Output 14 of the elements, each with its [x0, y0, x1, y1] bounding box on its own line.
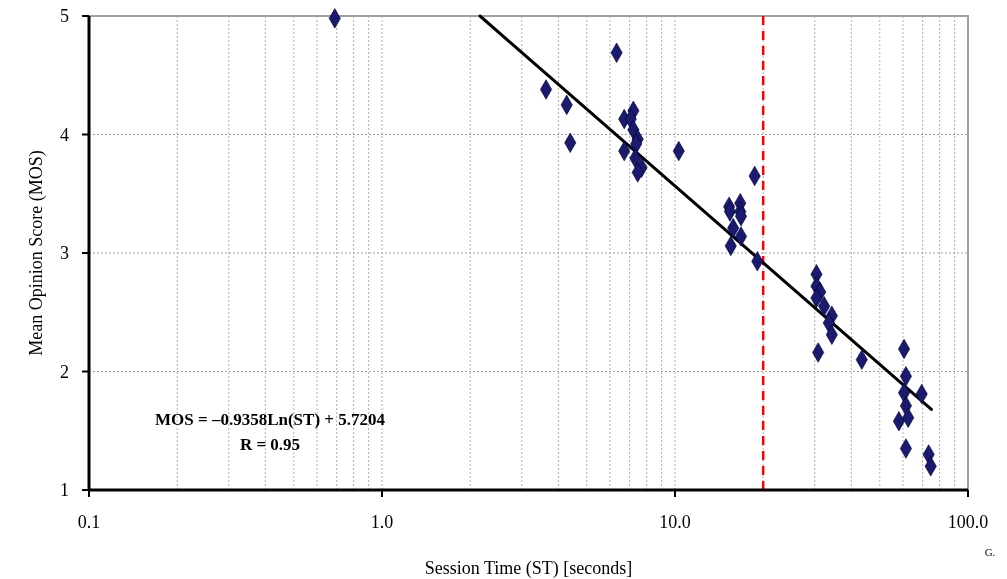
x-tick-label: 10.0	[659, 512, 691, 532]
x-tick-label: 100.0	[947, 512, 989, 532]
y-axis-title: Mean Opinion Score (MOS)	[26, 150, 47, 356]
y-tick-label: 2	[60, 361, 69, 382]
text: G.	[984, 546, 996, 558]
y-tick-label: 3	[60, 243, 69, 264]
y-tick-label: 1	[60, 480, 69, 501]
y-tick-label: 4	[60, 124, 69, 145]
x-tick-label: 1.0	[370, 512, 394, 532]
x-axis-title: Session Time (ST) [seconds]	[424, 558, 633, 579]
y-tick-label: 5	[60, 6, 69, 27]
annotation: R = 0.95	[239, 435, 301, 454]
x-tick-label: 0.1	[77, 512, 101, 532]
annotation: MOS = –0.9358Ln(ST) + 5.7204	[154, 410, 386, 429]
